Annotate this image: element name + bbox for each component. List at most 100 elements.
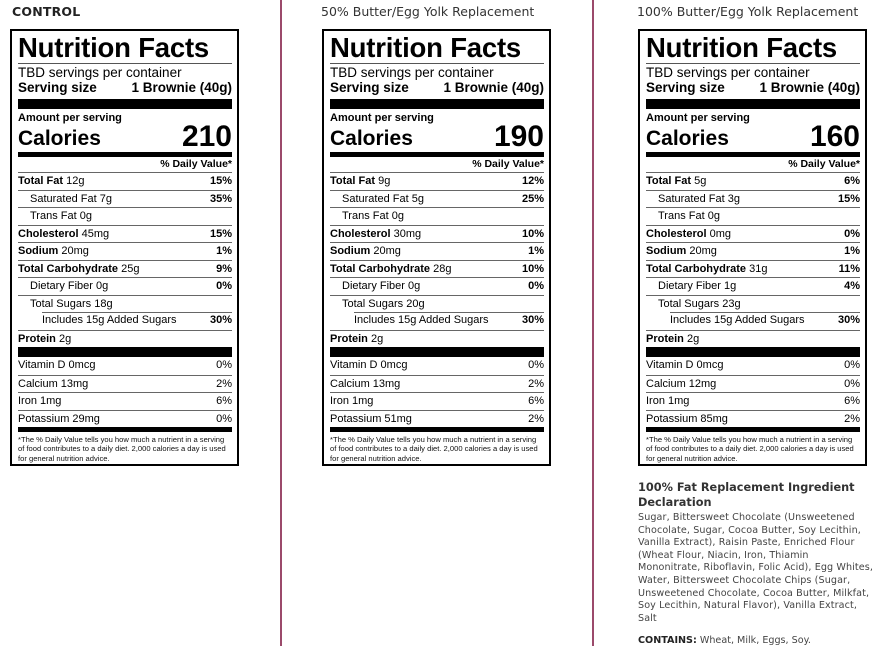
daily-value-header: % Daily Value* xyxy=(788,158,860,170)
nutrient-row-total-fat: Total Fat 5g 6% xyxy=(646,172,860,190)
column-heading-control: CONTROL xyxy=(12,4,81,19)
column-heading-50-percent: 50% Butter/Egg Yolk Replacement xyxy=(321,4,535,19)
nutrient-row-saturated-fat: Saturated Fat 3g 15% xyxy=(646,189,860,208)
contains-label: CONTAINS: xyxy=(638,635,697,647)
serving-size-row: Serving size 1 Brownie (40g) xyxy=(646,80,860,99)
nutrient-row-added-sugars: Includes 15g Added Sugars 30% xyxy=(330,312,544,330)
nutrient-row-total-carbohydrate: Total Carbohydrate 31g 11% xyxy=(646,259,860,278)
serving-size-label: Serving size xyxy=(646,80,725,95)
nutrient-row-protein: Protein 2g xyxy=(18,329,232,348)
vitamin-row-calcium: Calcium 13mg 2% xyxy=(330,374,544,393)
nutrient-row-added-sugars: Includes 15g Added Sugars 30% xyxy=(18,312,232,330)
vitamin-row-potassium: Potassium 85mg 2% xyxy=(646,409,860,428)
thick-rule xyxy=(646,347,860,357)
vitamin-row-iron: Iron 1mg 6% xyxy=(330,392,544,410)
thick-rule xyxy=(330,99,544,109)
amount-per-serving: Amount per serving xyxy=(330,112,434,124)
vitamin-row-potassium: Potassium 51mg 2% xyxy=(330,409,544,428)
column-divider-2 xyxy=(592,0,594,646)
nutrient-row-total-sugars: Total Sugars 20g xyxy=(330,294,544,313)
medium-rule xyxy=(330,427,544,432)
nutrient-row-sodium: Sodium 20mg 1% xyxy=(646,242,860,260)
daily-value-footnote: *The % Daily Value tells you how much a … xyxy=(646,435,854,463)
amount-per-serving: Amount per serving xyxy=(646,112,750,124)
nutrient-row-total-fat: Total Fat 9g 12% xyxy=(330,172,544,190)
nutrient-row-dietary-fiber: Dietary Fiber 0g 0% xyxy=(18,277,232,295)
serving-size-row: Serving size 1 Brownie (40g) xyxy=(330,80,544,99)
medium-rule xyxy=(646,152,860,157)
nutrient-row-trans-fat: Trans Fat 0g xyxy=(330,207,544,225)
servings-per-container: TBD servings per container xyxy=(330,65,494,80)
servings-per-container: TBD servings per container xyxy=(646,65,810,80)
daily-value-header: % Daily Value* xyxy=(472,158,544,170)
thick-rule xyxy=(330,347,544,357)
nutrient-row-protein: Protein 2g xyxy=(646,329,860,348)
serving-size-value: 1 Brownie (40g) xyxy=(131,80,232,95)
vitamin-row-vitamin-d: Vitamin D 0mcg 0% xyxy=(646,359,860,371)
nutrient-row-saturated-fat: Saturated Fat 7g 35% xyxy=(18,189,232,208)
nutrient-row-dietary-fiber: Dietary Fiber 1g 4% xyxy=(646,277,860,295)
daily-value-footnote: *The % Daily Value tells you how much a … xyxy=(330,435,538,463)
vitamin-row-potassium: Potassium 29mg 0% xyxy=(18,409,232,428)
nutrient-row-cholesterol: Cholesterol 30mg 10% xyxy=(330,224,544,243)
calories-value: 160 xyxy=(809,120,860,153)
nutrient-row-trans-fat: Trans Fat 0g xyxy=(646,207,860,225)
vitamin-row-iron: Iron 1mg 6% xyxy=(18,392,232,410)
nutrient-row-total-carbohydrate: Total Carbohydrate 28g 10% xyxy=(330,259,544,278)
calories-label: Calories xyxy=(330,127,413,150)
allergen-statement: CONTAINS: Wheat, Milk, Eggs, Soy. xyxy=(638,635,874,647)
amount-per-serving: Amount per serving xyxy=(18,112,122,124)
calories-row: Calories 210 xyxy=(18,120,232,153)
nutrient-row-sodium: Sodium 20mg 1% xyxy=(330,242,544,260)
nutrition-label-control: Nutrition Facts TBD servings per contain… xyxy=(10,29,239,466)
serving-size-row: Serving size 1 Brownie (40g) xyxy=(18,80,232,99)
vitamin-row-iron: Iron 1mg 6% xyxy=(646,392,860,410)
nutrition-label-100-percent: Nutrition Facts TBD servings per contain… xyxy=(638,29,867,466)
vitamin-row-vitamin-d: Vitamin D 0mcg 0% xyxy=(18,359,232,371)
ingredient-declaration-title: 100% Fat Replacement Ingredient Declarat… xyxy=(638,481,855,509)
nutrient-row-cholesterol: Cholesterol 45mg 15% xyxy=(18,224,232,243)
calories-label: Calories xyxy=(646,127,729,150)
servings-per-container: TBD servings per container xyxy=(18,65,182,80)
calories-value: 210 xyxy=(181,120,232,153)
calories-row: Calories 160 xyxy=(646,120,860,153)
calories-label: Calories xyxy=(18,127,101,150)
medium-rule xyxy=(18,427,232,432)
nutrition-facts-title: Nutrition Facts xyxy=(646,32,838,63)
nutrient-row-saturated-fat: Saturated Fat 5g 25% xyxy=(330,189,544,208)
calories-value: 190 xyxy=(493,120,544,153)
contains-value: Wheat, Milk, Eggs, Soy. xyxy=(696,635,811,647)
daily-value-header: % Daily Value* xyxy=(160,158,232,170)
serving-size-label: Serving size xyxy=(18,80,97,95)
nutrient-row-total-sugars: Total Sugars 18g xyxy=(18,294,232,313)
nutrient-row-total-sugars: Total Sugars 23g xyxy=(646,294,860,313)
nutrient-row-protein: Protein 2g xyxy=(330,329,544,348)
ingredient-list: Sugar, Bittersweet Chocolate (Unsweetene… xyxy=(638,512,874,624)
thick-rule xyxy=(18,347,232,357)
nutrient-row-total-carbohydrate: Total Carbohydrate 25g 9% xyxy=(18,259,232,278)
serving-size-value: 1 Brownie (40g) xyxy=(759,80,860,95)
nutrition-facts-title: Nutrition Facts xyxy=(18,32,210,63)
vitamin-row-calcium: Calcium 12mg 0% xyxy=(646,374,860,393)
calories-row: Calories 190 xyxy=(330,120,544,153)
vitamin-row-vitamin-d: Vitamin D 0mcg 0% xyxy=(330,359,544,371)
column-divider-1 xyxy=(280,0,282,646)
thick-rule xyxy=(18,99,232,109)
nutrient-row-trans-fat: Trans Fat 0g xyxy=(18,207,232,225)
vitamin-row-calcium: Calcium 13mg 2% xyxy=(18,374,232,393)
medium-rule xyxy=(18,152,232,157)
nutrition-facts-title: Nutrition Facts xyxy=(330,32,522,63)
nutrient-row-added-sugars: Includes 15g Added Sugars 30% xyxy=(646,312,860,330)
nutrient-row-dietary-fiber: Dietary Fiber 0g 0% xyxy=(330,277,544,295)
column-heading-100-percent: 100% Butter/Egg Yolk Replacement xyxy=(637,4,859,19)
medium-rule xyxy=(646,427,860,432)
nutrition-label-50-percent: Nutrition Facts TBD servings per contain… xyxy=(322,29,551,466)
daily-value-footnote: *The % Daily Value tells you how much a … xyxy=(18,435,226,463)
serving-size-value: 1 Brownie (40g) xyxy=(443,80,544,95)
ingredient-declaration: 100% Fat Replacement Ingredient Declarat… xyxy=(638,480,874,647)
nutrient-row-total-fat: Total Fat 12g 15% xyxy=(18,172,232,190)
thick-rule xyxy=(646,99,860,109)
medium-rule xyxy=(330,152,544,157)
serving-size-label: Serving size xyxy=(330,80,409,95)
nutrient-row-cholesterol: Cholesterol 0mg 0% xyxy=(646,224,860,243)
